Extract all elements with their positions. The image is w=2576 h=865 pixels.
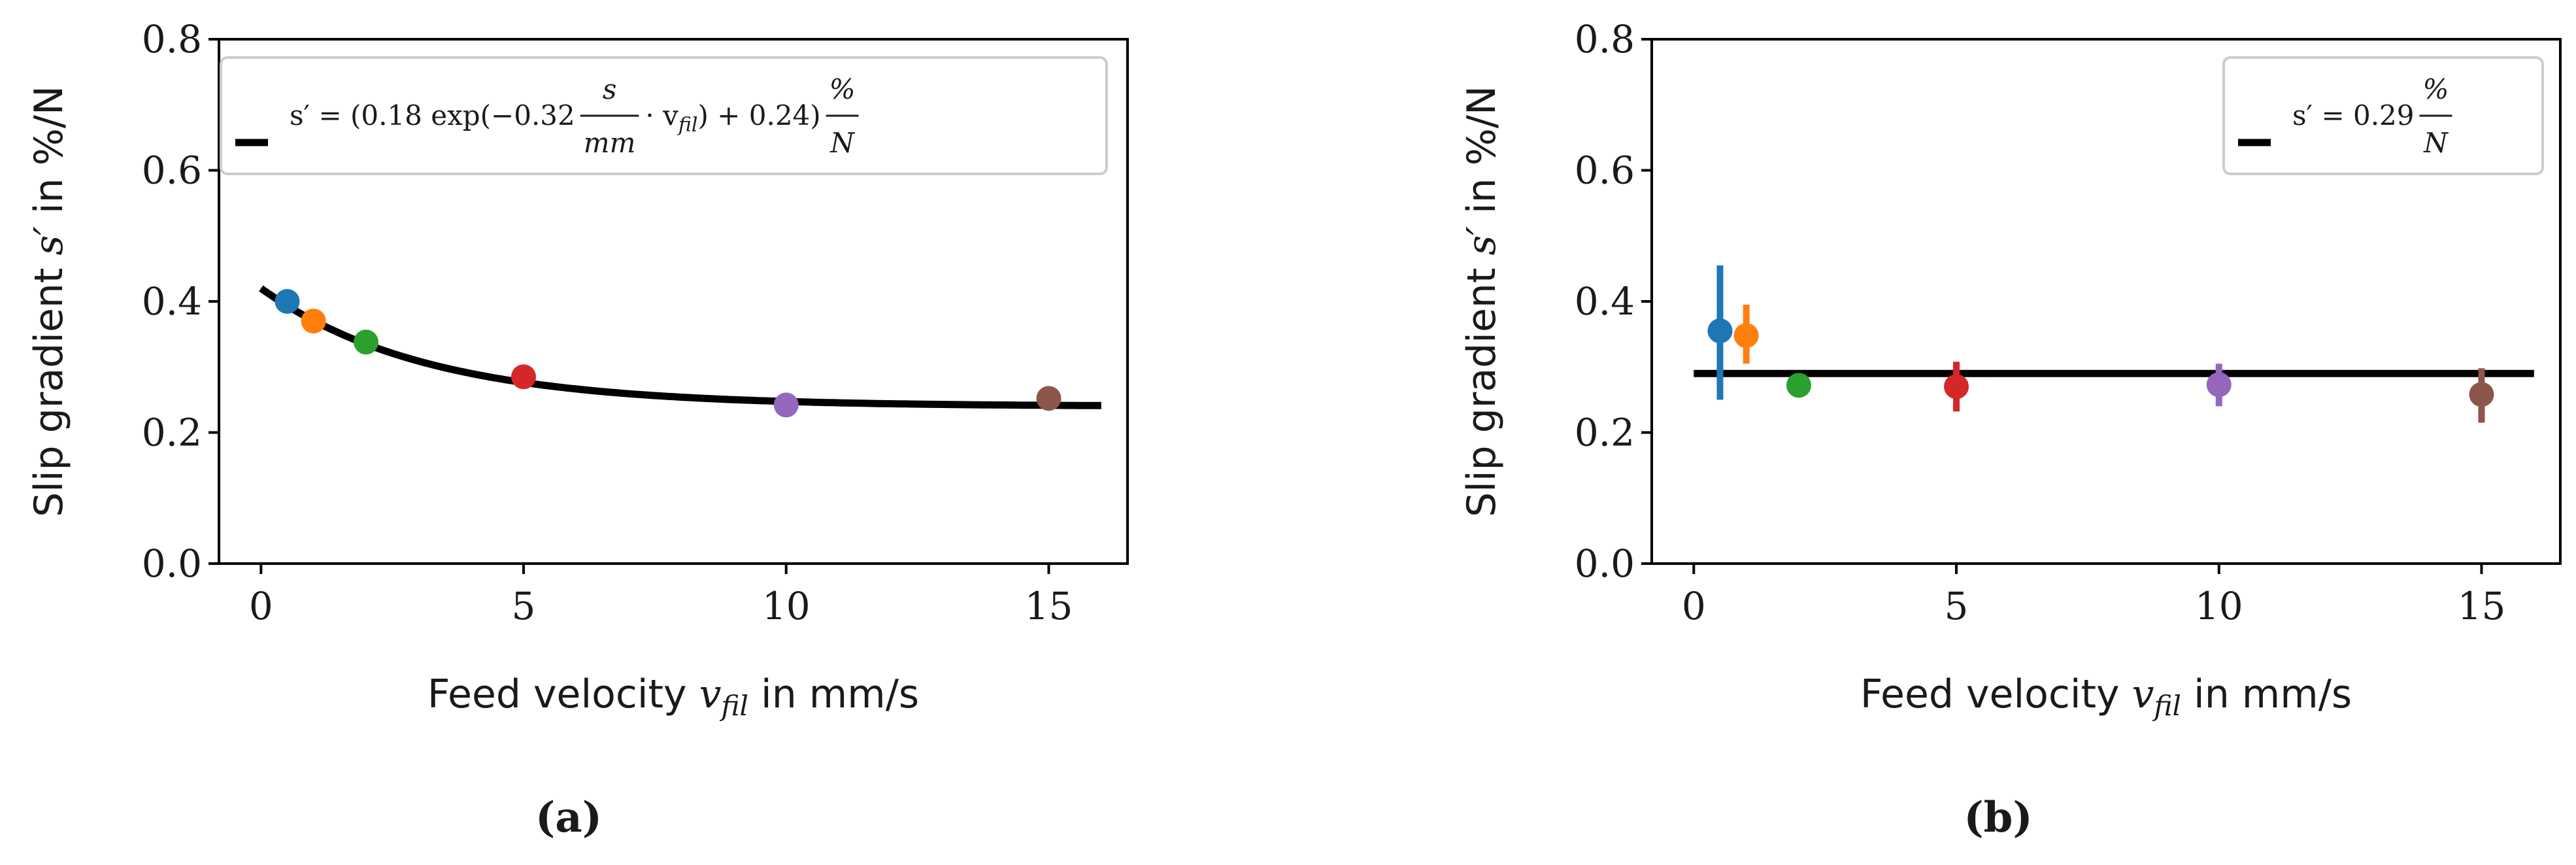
x-tick-label: 0	[1682, 584, 1706, 628]
y-tick-label: 0.0	[1575, 541, 1635, 586]
y-tick-label: 0.6	[1575, 148, 1635, 193]
x-tick-label: 5	[512, 584, 536, 628]
x-axis-label: Feed velocity vfil in mm/s	[1860, 671, 2352, 722]
legend-tail: ) + 0.24)	[697, 99, 820, 131]
data-point	[2469, 382, 2494, 407]
x-axis-label: Feed velocity vfil in mm/s	[427, 671, 919, 722]
data-point	[1733, 323, 1759, 348]
x-tick-label: 5	[1945, 584, 1969, 628]
legend-box	[2222, 56, 2544, 175]
y-label-prefix: Slip gradient	[1459, 255, 1505, 517]
y-tick-label: 0.2	[1575, 411, 1635, 455]
x-label-suffix: in mm/s	[748, 671, 919, 717]
data-point	[1944, 374, 1969, 399]
x-label-suffix: in mm/s	[2181, 671, 2352, 717]
data-point	[1707, 318, 1733, 344]
y-tick-label: 0.8	[1575, 17, 1635, 61]
y-tick-label: 0.6	[142, 148, 202, 193]
legend-box	[220, 56, 1108, 175]
x-label-prefix: Feed velocity	[1860, 671, 2132, 717]
y-tick-label: 0.4	[142, 279, 202, 324]
panel-b: 0.0 0.2 0.4 0.6 0.8 0 5 10 15 Feed velocity vfil …	[1459, 17, 2562, 842]
x-tick-label: 0	[249, 584, 273, 628]
data-point	[275, 289, 300, 314]
legend-mid-text: · v	[645, 99, 678, 131]
x-label-var: v	[699, 671, 722, 717]
legend-unit-num: %	[2423, 73, 2449, 105]
legend-frac-den: mm	[584, 127, 636, 159]
x-label-var: v	[2132, 671, 2154, 717]
y-axis-label: Slip gradient s′ in %/N	[1459, 86, 1505, 517]
y-tick-label: 0.2	[142, 411, 202, 455]
y-label-var: s′	[1459, 226, 1505, 256]
panel-label: (a)	[535, 793, 602, 842]
data-point	[301, 309, 326, 334]
y-axis-label: Slip gradient s′ in %/N	[26, 86, 72, 517]
y-tick-label: 0.8	[142, 17, 202, 61]
x-label-sub: fil	[2152, 690, 2181, 722]
legend-frac-num: s	[603, 73, 617, 105]
data-point	[1786, 373, 1811, 398]
y-tick-label: 0.4	[1575, 279, 1635, 324]
legend-unit-den: N	[829, 127, 855, 159]
y-label-suffix: in %/N	[26, 86, 72, 226]
y-tick-label: 0.0	[142, 541, 202, 586]
x-tick-label: 15	[1025, 584, 1073, 628]
legend-unit-den: N	[2423, 127, 2449, 159]
data-point	[353, 330, 378, 355]
legend-lhs: s′ = (0.18 exp(−0.32	[290, 99, 575, 131]
data-point	[2206, 372, 2232, 398]
panel-label: (b)	[1964, 793, 2032, 842]
x-tick-label: 15	[2458, 584, 2506, 628]
y-label-prefix: Slip gradient	[26, 255, 72, 517]
data-point	[1036, 386, 1062, 411]
legend-mid: · vfil) + 0.24)	[645, 99, 820, 137]
x-label-sub: fil	[720, 690, 748, 722]
x-tick-label: 10	[2195, 584, 2243, 628]
data-point	[511, 364, 537, 390]
x-label-prefix: Feed velocity	[427, 671, 699, 717]
fit-line	[259, 285, 1101, 409]
legend-unit-num: %	[829, 73, 856, 105]
y-label-var: s′	[26, 226, 72, 256]
y-label-suffix: in %/N	[1459, 86, 1505, 226]
panel-a: 0.0 0.2 0.4 0.6 0.8 0 5 10 15 Feed velocity vfil …	[26, 17, 1129, 842]
legend-mid-sub: fil	[677, 114, 698, 137]
legend-lhs: s′ = 0.29	[2292, 99, 2415, 131]
x-tick-label: 10	[762, 584, 811, 628]
data-point	[773, 392, 799, 418]
